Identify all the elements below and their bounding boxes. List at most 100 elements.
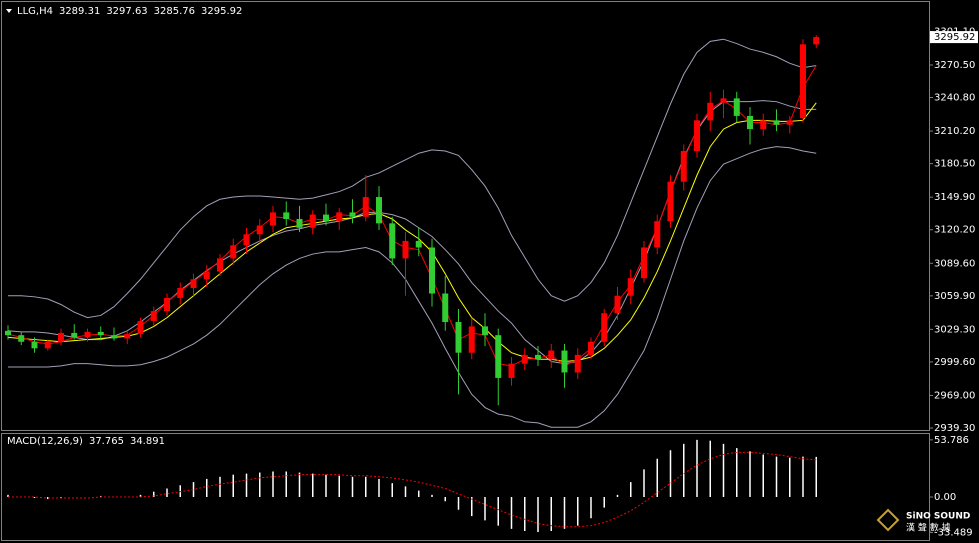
candle-body [680, 151, 687, 182]
y-tick-label: 2969.00 [934, 390, 975, 401]
candle-body [773, 120, 780, 125]
candle-body [667, 181, 674, 222]
candle-body [5, 330, 11, 336]
candle-body [309, 214, 316, 228]
candle-body [508, 363, 515, 378]
macd-value: 37.765 [89, 436, 124, 447]
candle-body [349, 212, 356, 217]
y-tick-label: 0.00 [934, 492, 956, 503]
y-tick-label: 2939.30 [934, 423, 975, 434]
y-tick-label: 2999.60 [934, 357, 975, 368]
header-low: 3285.76 [154, 6, 195, 17]
y-tick-label: 3089.60 [934, 258, 975, 269]
candle-body [18, 335, 25, 342]
signal-line [8, 451, 817, 528]
candle-body [389, 223, 396, 259]
indicator-line [8, 146, 817, 428]
candle-body [177, 288, 184, 298]
candle-body [164, 297, 170, 312]
candle-body [786, 120, 793, 125]
header-close: 3295.92 [201, 6, 242, 17]
price-tag [930, 31, 978, 44]
candle-body [614, 295, 621, 314]
candle-body [44, 341, 51, 349]
macd-frame [1, 433, 930, 541]
candle-body [376, 197, 382, 224]
candle-body [588, 341, 594, 355]
candle-body [455, 322, 462, 353]
watermark: SiNO SOUND 漢 聲 數 據 [876, 508, 970, 534]
candle-body [190, 279, 197, 289]
price-tag-label: 3295.92 [934, 32, 975, 43]
candle-body [124, 334, 131, 339]
watermark-icon [876, 508, 900, 532]
y-tick-label: 53.786 [934, 435, 969, 446]
candle-body [442, 293, 449, 323]
candle-body [71, 332, 78, 338]
candle-body [97, 331, 104, 336]
indicator-line [8, 38, 817, 319]
candle-body [243, 234, 250, 246]
candle-body [720, 98, 727, 103]
candle-body [760, 120, 767, 130]
candle-body [58, 332, 64, 342]
candle-body [31, 341, 38, 349]
candle-body [813, 37, 820, 45]
candle-body [84, 331, 91, 338]
y-tick-label: 3059.90 [934, 291, 975, 302]
candle-body [627, 278, 634, 296]
candle-body [296, 218, 303, 228]
candle-body [535, 354, 541, 360]
candle-body [323, 214, 329, 222]
candle-body [694, 120, 700, 152]
candle-body [521, 354, 528, 364]
candle-body [415, 240, 422, 248]
candle-body [217, 258, 223, 272]
watermark-sub: 漢 聲 數 據 [906, 522, 951, 534]
macd-title: MACD(12,26,9) [7, 436, 83, 447]
header-open: 3289.31 [59, 6, 100, 17]
candle-body [641, 247, 647, 279]
candle-body [495, 335, 502, 378]
y-tick-label: 3270.50 [934, 60, 975, 71]
candle-body [429, 247, 435, 294]
candle-body [203, 271, 210, 280]
y-tick-label: 3029.30 [934, 324, 975, 335]
candle-body [747, 115, 753, 130]
chart-header: LLG,H4 3289.31 3297.63 3285.76 3295.92 [17, 6, 242, 17]
candle-body [601, 313, 608, 342]
macd-header: MACD(12,26,9) 37.765 34.891 [7, 436, 165, 447]
candle-body [402, 240, 409, 259]
candle-body [468, 326, 475, 353]
candle-body [800, 44, 806, 119]
candle-body [137, 320, 144, 335]
y-tick-label: 3180.50 [934, 159, 975, 170]
candle-body [654, 221, 661, 248]
candle-body [362, 197, 369, 217]
candle-body [283, 212, 290, 219]
y-tick-label: 3210.20 [934, 126, 975, 137]
candle-body [548, 350, 555, 360]
candle-body [574, 354, 581, 373]
candle-body [482, 326, 488, 336]
y-tick-label: 3120.20 [934, 225, 975, 236]
y-tick-label: -33.489 [934, 528, 973, 539]
candle-body [561, 350, 568, 373]
candle-body [111, 335, 117, 339]
price-frame [1, 1, 930, 431]
header-high: 3297.63 [106, 6, 147, 17]
candle-body [707, 102, 714, 121]
symbol: LLG,H4 [17, 6, 53, 17]
candle-body [336, 212, 343, 222]
watermark-brand: SiNO SOUND [906, 512, 970, 522]
menu-arrow [6, 9, 12, 13]
candle-body [150, 311, 157, 321]
candle-body [733, 98, 740, 116]
candle-body [230, 245, 237, 259]
candle-body [256, 225, 263, 235]
signal-value: 34.891 [130, 436, 165, 447]
candle-body [270, 212, 276, 226]
y-tick-label: 3149.90 [934, 192, 975, 203]
